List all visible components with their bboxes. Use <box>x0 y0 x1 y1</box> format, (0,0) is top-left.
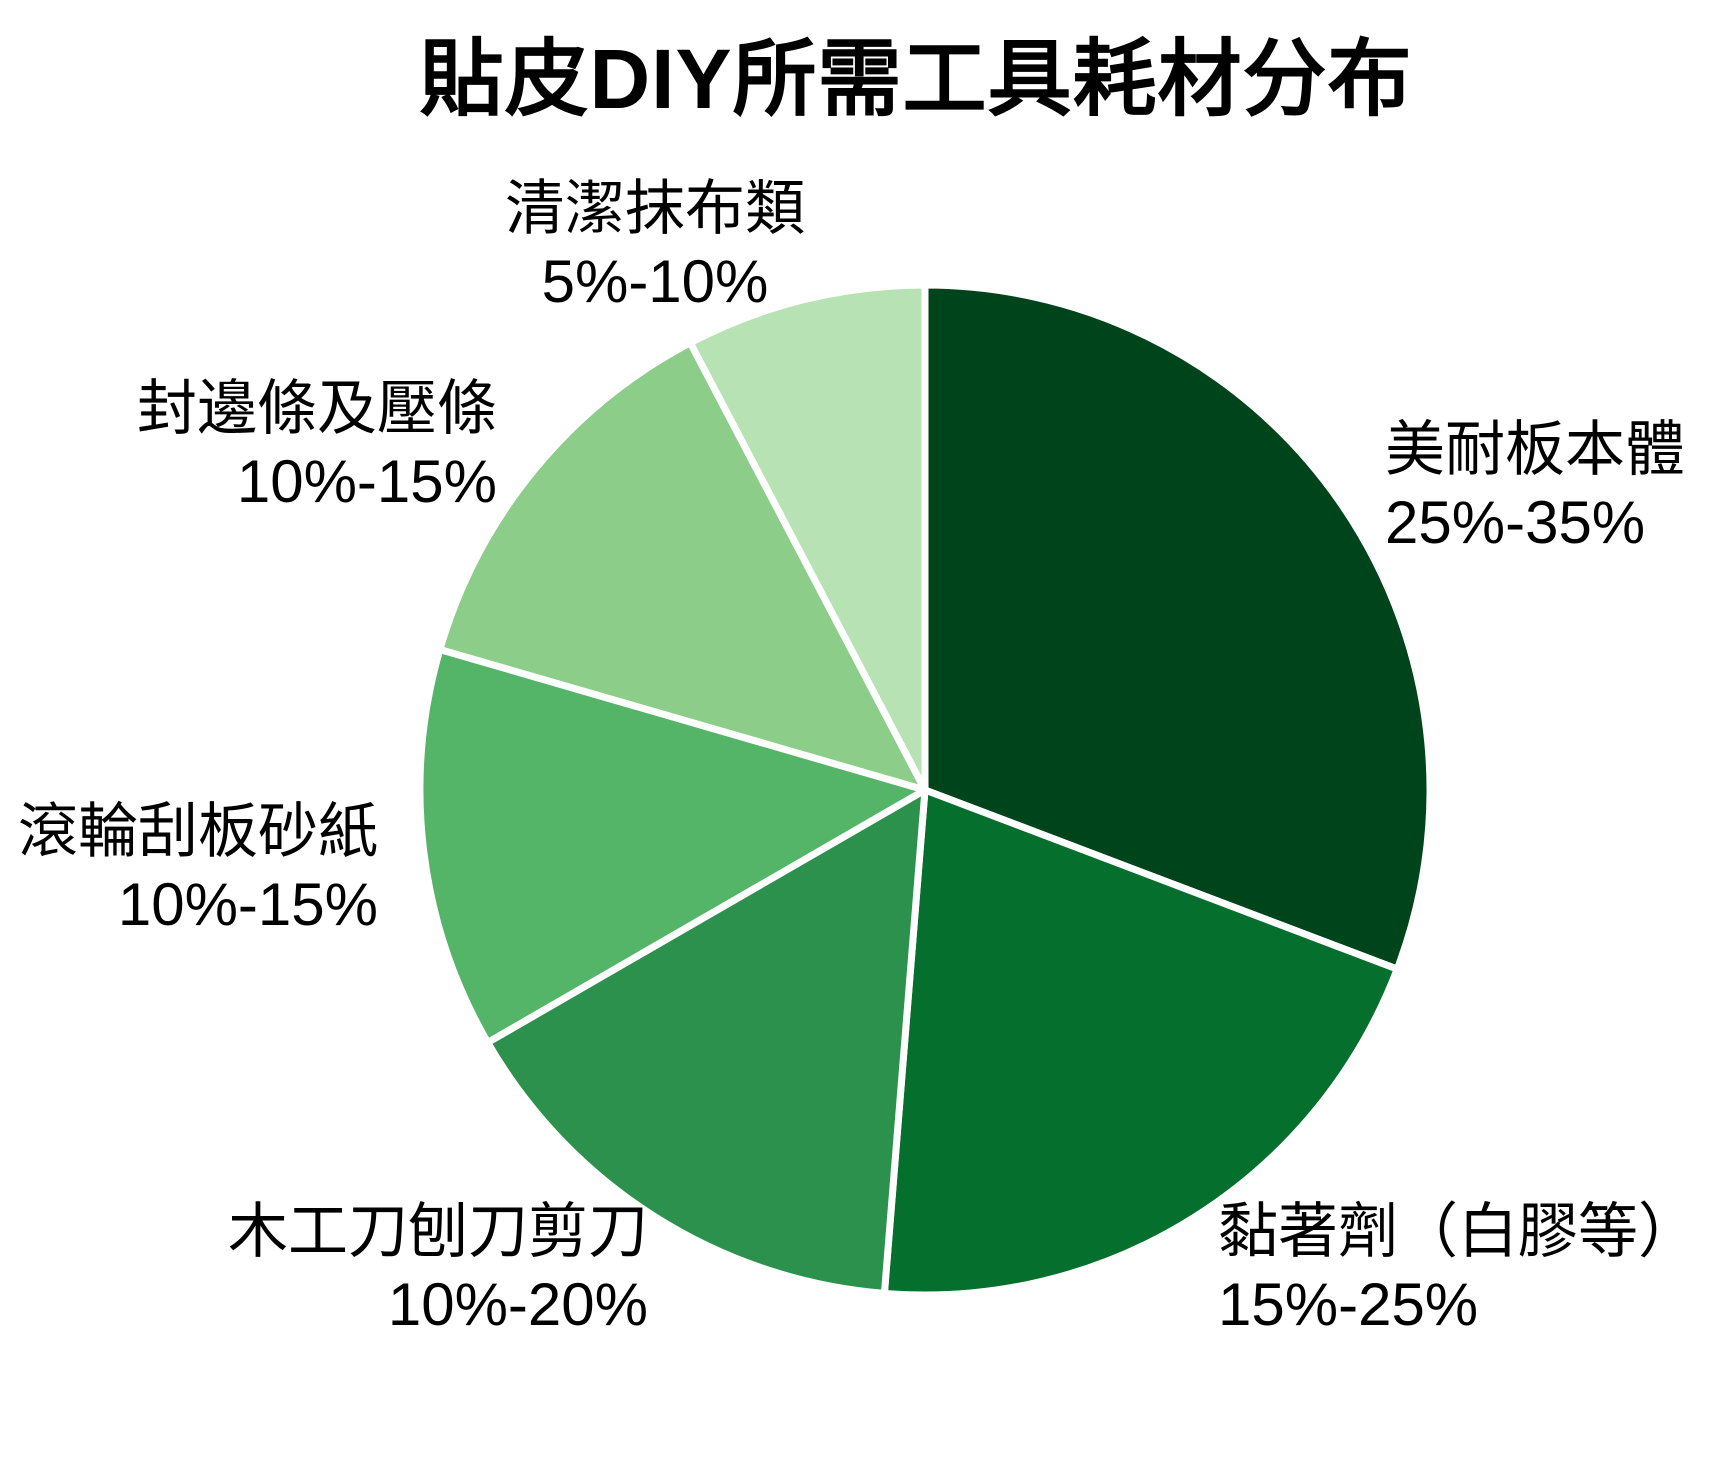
pie-slice-5 <box>686 281 929 794</box>
label-woodworking-knives-range: 10%-20% <box>387 1271 648 1338</box>
pie-slice-0 <box>921 281 1434 973</box>
label-laminate-board-name: 美耐板本體 <box>1385 416 1685 483</box>
label-cleaning-cloth-range: 5%-10% <box>541 248 769 315</box>
label-roller-scraper-sandpaper-range: 10%-15% <box>117 871 378 938</box>
pie-slice-2 <box>484 786 929 1297</box>
label-adhesive-range: 15%-25% <box>1218 1271 1479 1338</box>
label-edge-banding: 封邊條及壓條 10%-15% <box>137 372 497 518</box>
label-roller-scraper-sandpaper-name: 滾輪刮板砂紙 <box>18 798 378 865</box>
label-adhesive-name: 黏著劑（白膠等） <box>1218 1198 1698 1265</box>
label-woodworking-knives-name: 木工刀刨刀剪刀 <box>228 1198 648 1265</box>
pie-slice-3 <box>416 646 929 1046</box>
label-edge-banding-name: 封邊條及壓條 <box>137 375 497 442</box>
label-cleaning-cloth: 清潔抹布類 5%-10% <box>505 172 805 318</box>
label-woodworking-knives: 木工刀刨刀剪刀 10%-20% <box>228 1195 648 1341</box>
chart-title: 貼皮DIY所需工具耗材分布 <box>419 32 1413 126</box>
label-laminate-board: 美耐板本體 25%-35% <box>1385 413 1685 559</box>
label-laminate-board-range: 25%-35% <box>1385 489 1646 556</box>
label-edge-banding-range: 10%-15% <box>236 448 497 515</box>
pie-slice-4 <box>436 339 929 794</box>
label-adhesive: 黏著劑（白膠等） 15%-25% <box>1218 1195 1698 1341</box>
pie-slice-1 <box>880 786 1401 1299</box>
label-roller-scraper-sandpaper: 滾輪刮板砂紙 10%-15% <box>18 795 378 941</box>
label-cleaning-cloth-name: 清潔抹布類 <box>505 175 805 242</box>
